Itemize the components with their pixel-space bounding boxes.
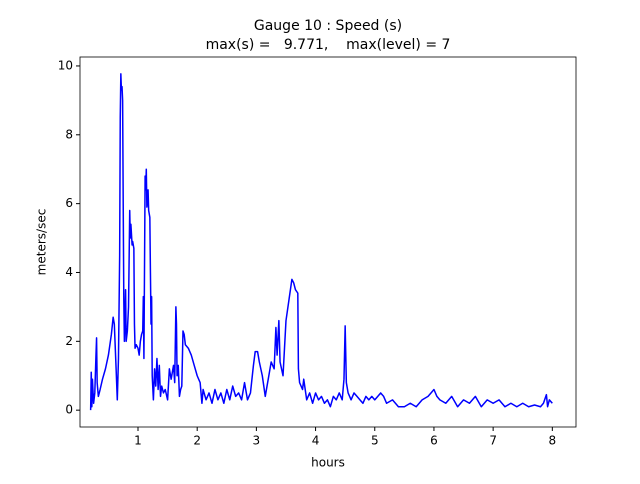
x-tick-label: 1 (134, 434, 142, 448)
plot-frame (79, 56, 577, 428)
y-tick-label: 2 (65, 334, 73, 348)
y-tick-label: 4 (65, 265, 73, 279)
data-line (89, 73, 553, 411)
x-tick-label: 5 (371, 434, 379, 448)
y-tick-label: 6 (65, 196, 73, 210)
x-axis-label: hours (311, 456, 345, 470)
y-axis-label: meters/sec (35, 209, 49, 276)
y-tick-label: 0 (65, 403, 73, 417)
y-tick-label: 8 (65, 127, 73, 141)
x-tick-label: 4 (312, 434, 320, 448)
x-tick-label: 2 (193, 434, 201, 448)
x-tick-label: 6 (430, 434, 438, 448)
chart-subtitle: max(s) = 9.771, max(level) = 7 (206, 37, 451, 53)
x-tick-label: 7 (489, 434, 497, 448)
x-tick-label: 3 (253, 434, 261, 448)
x-tick-label: 8 (549, 434, 557, 448)
chart-title: Gauge 10 : Speed (s) (254, 18, 402, 34)
y-tick-label: 10 (58, 58, 73, 72)
